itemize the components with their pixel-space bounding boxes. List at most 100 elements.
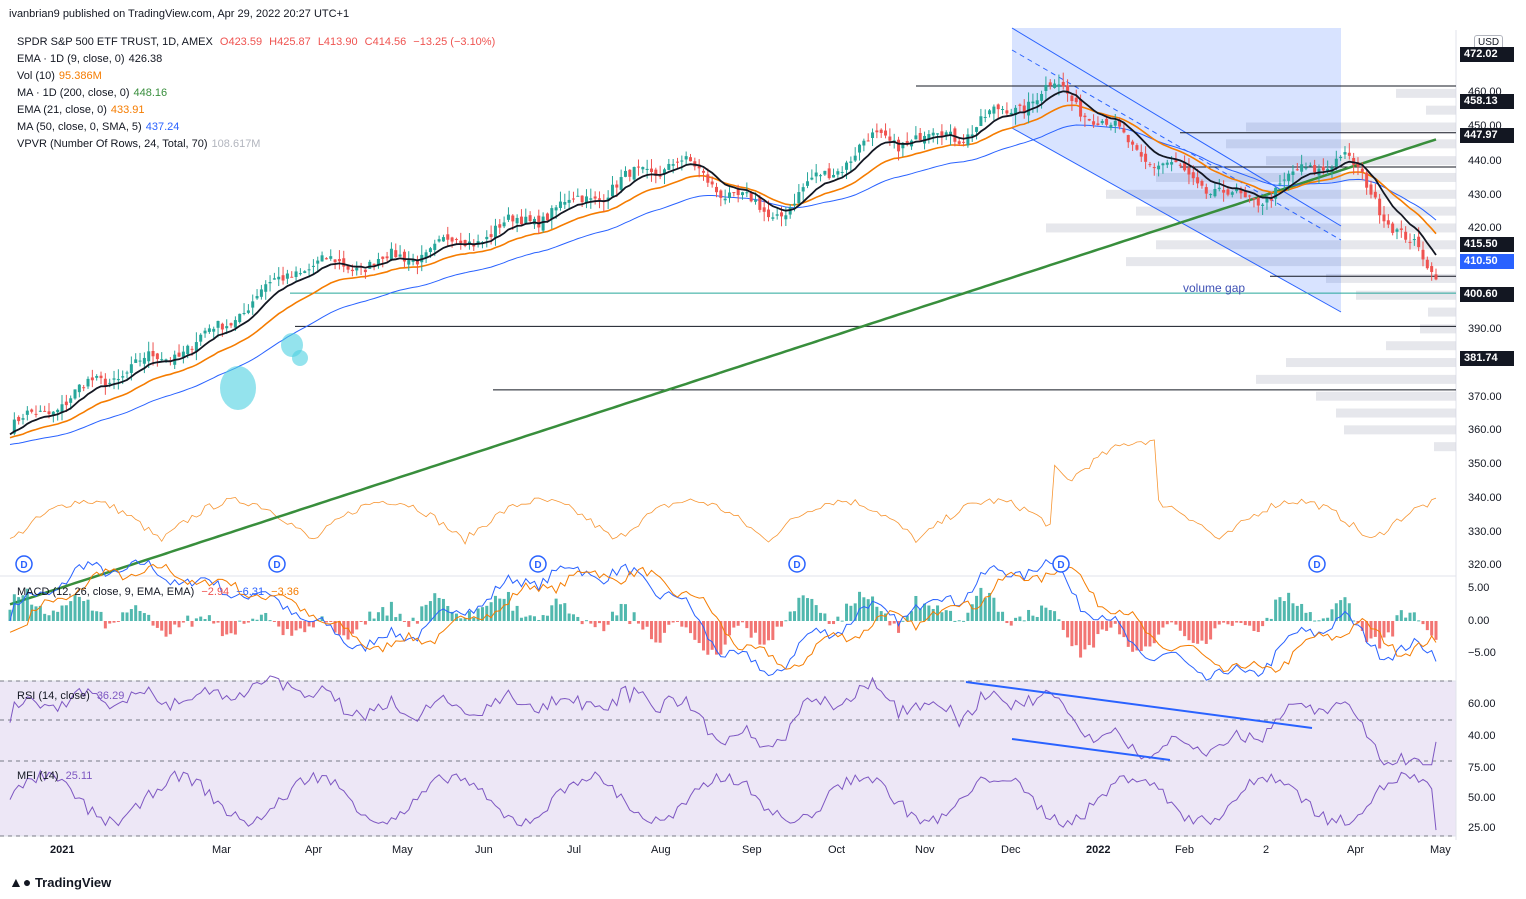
vpvr-bar — [1336, 408, 1456, 418]
vpvr-value: 108.617M — [211, 138, 261, 150]
candle-body — [936, 133, 940, 135]
candle-body — [446, 234, 450, 240]
macd-hist-bar — [12, 594, 16, 621]
macd-hist-bar — [307, 621, 311, 627]
candle-body — [944, 132, 948, 137]
candle-body — [845, 162, 849, 170]
candle-body — [298, 273, 302, 275]
macd-hist-bar — [1391, 621, 1395, 637]
candle-body — [277, 276, 281, 280]
macd-hist-bar — [892, 621, 896, 624]
candle-body — [190, 348, 194, 350]
candle-body — [290, 276, 294, 278]
macd-hist-bar — [246, 621, 250, 623]
macd-hist-bar — [142, 613, 146, 621]
vpvr-bar — [1156, 172, 1456, 182]
candle-body — [1222, 189, 1226, 193]
macd-hist-bar — [359, 621, 363, 622]
legend-ema21[interactable]: EMA (21, close, 0) 433.91 — [17, 104, 145, 117]
candle-body — [350, 269, 354, 272]
macd-hist-bar — [164, 621, 168, 637]
macd-hist-bar — [251, 618, 255, 621]
candle-body — [706, 174, 710, 183]
channel-fill — [1012, 28, 1341, 312]
candle-body — [164, 359, 168, 361]
macd-hist-bar — [38, 605, 42, 621]
candle-body — [346, 265, 350, 270]
candle-body — [1395, 229, 1399, 232]
macd-hist-bar — [1148, 621, 1152, 647]
macd-hist-bar — [285, 621, 289, 630]
macd-hist-bar — [1100, 621, 1104, 630]
candle-body — [1191, 172, 1195, 179]
candle-body — [1274, 187, 1278, 199]
macd-hist-bar — [1230, 621, 1234, 626]
rsi-legend[interactable]: RSI (14, close) 36.29 — [17, 690, 124, 703]
candle-body — [541, 216, 545, 231]
macd-hist-bar — [567, 613, 571, 621]
macd-legend[interactable]: MACD (12, 26, close, 9, EMA, EMA) −2.94 … — [17, 586, 299, 599]
macd-hist-bar — [134, 605, 138, 621]
legend-ma200[interactable]: MA · 1D (200, close, 0) 448.16 — [17, 87, 167, 100]
candle-body — [853, 155, 857, 161]
candle-body — [897, 139, 901, 152]
macd-hist-bar — [207, 615, 211, 621]
candle-body — [216, 320, 220, 328]
macd-hist-bar — [147, 614, 151, 621]
candle-body — [1304, 167, 1308, 169]
macd-hist-bar — [1031, 615, 1035, 621]
candle-body — [758, 196, 762, 210]
candle-body — [940, 131, 944, 136]
candle-body — [342, 258, 346, 267]
tradingview-logo[interactable]: ▲● TradingView — [9, 874, 111, 890]
candle-body — [160, 359, 164, 361]
macd-hist-bar — [628, 621, 632, 625]
candle-body — [1282, 179, 1286, 181]
macd-hist-bar — [593, 621, 597, 628]
candle-body — [129, 364, 133, 373]
candle-body — [259, 289, 263, 297]
macd-hist-bar — [1196, 621, 1200, 644]
candle-body — [1109, 124, 1113, 128]
legend-vol[interactable]: Vol (10) 95.386M — [17, 70, 102, 83]
candle-body — [519, 216, 523, 225]
price-label-472: 472.02 — [1460, 47, 1514, 62]
candle-body — [433, 243, 437, 250]
candle-body — [1022, 105, 1026, 113]
candle-body — [472, 244, 476, 247]
macd-hist-bar — [1200, 621, 1204, 641]
macd-hist-bar — [558, 604, 562, 621]
macd-hist-bar — [420, 606, 424, 621]
candle-body — [1061, 81, 1065, 87]
macd-hist-bar — [1226, 621, 1230, 625]
x-tick: Oct — [828, 844, 846, 856]
dividend-marker — [15, 555, 33, 573]
candle-body — [988, 110, 992, 115]
legend-vpvr[interactable]: VPVR (Number Of Rows, 24, Total, 70) 108.… — [17, 138, 260, 151]
rsi-trendline — [965, 681, 1313, 729]
macd-hist-bar — [554, 598, 558, 621]
candle-body — [784, 215, 788, 220]
candle-body — [1391, 223, 1395, 233]
candle-body — [866, 140, 870, 142]
macd-hist-bar — [472, 617, 476, 621]
macd-hist-bar — [103, 621, 107, 629]
candle-body — [1313, 165, 1317, 173]
mfi-legend[interactable]: MFI (14) 25.11 — [17, 770, 92, 783]
candle-body — [1334, 158, 1338, 167]
macd-hist-bar — [1261, 621, 1265, 627]
macd-hist-bar — [1048, 610, 1052, 621]
macd-hist-bar — [1291, 603, 1295, 621]
macd-hist-bar — [476, 608, 480, 621]
legend-ma50[interactable]: MA (50, close, 0, SMA, 5) 437.24 — [17, 121, 179, 134]
legend-ema9[interactable]: EMA · 1D (9, close, 0) 426.38 — [17, 53, 162, 66]
macd-hist-bar — [684, 621, 688, 628]
macd-hist-bar — [90, 610, 94, 621]
macd-hist-bar — [212, 621, 216, 624]
macd-hist-bar — [489, 602, 493, 621]
vpvr-label: VPVR (Number Of Rows, 24, Total, 70) — [17, 138, 208, 150]
macd-hist-bar — [238, 620, 242, 622]
candle-body — [1265, 197, 1269, 203]
macd-hist-bar — [1404, 617, 1408, 621]
